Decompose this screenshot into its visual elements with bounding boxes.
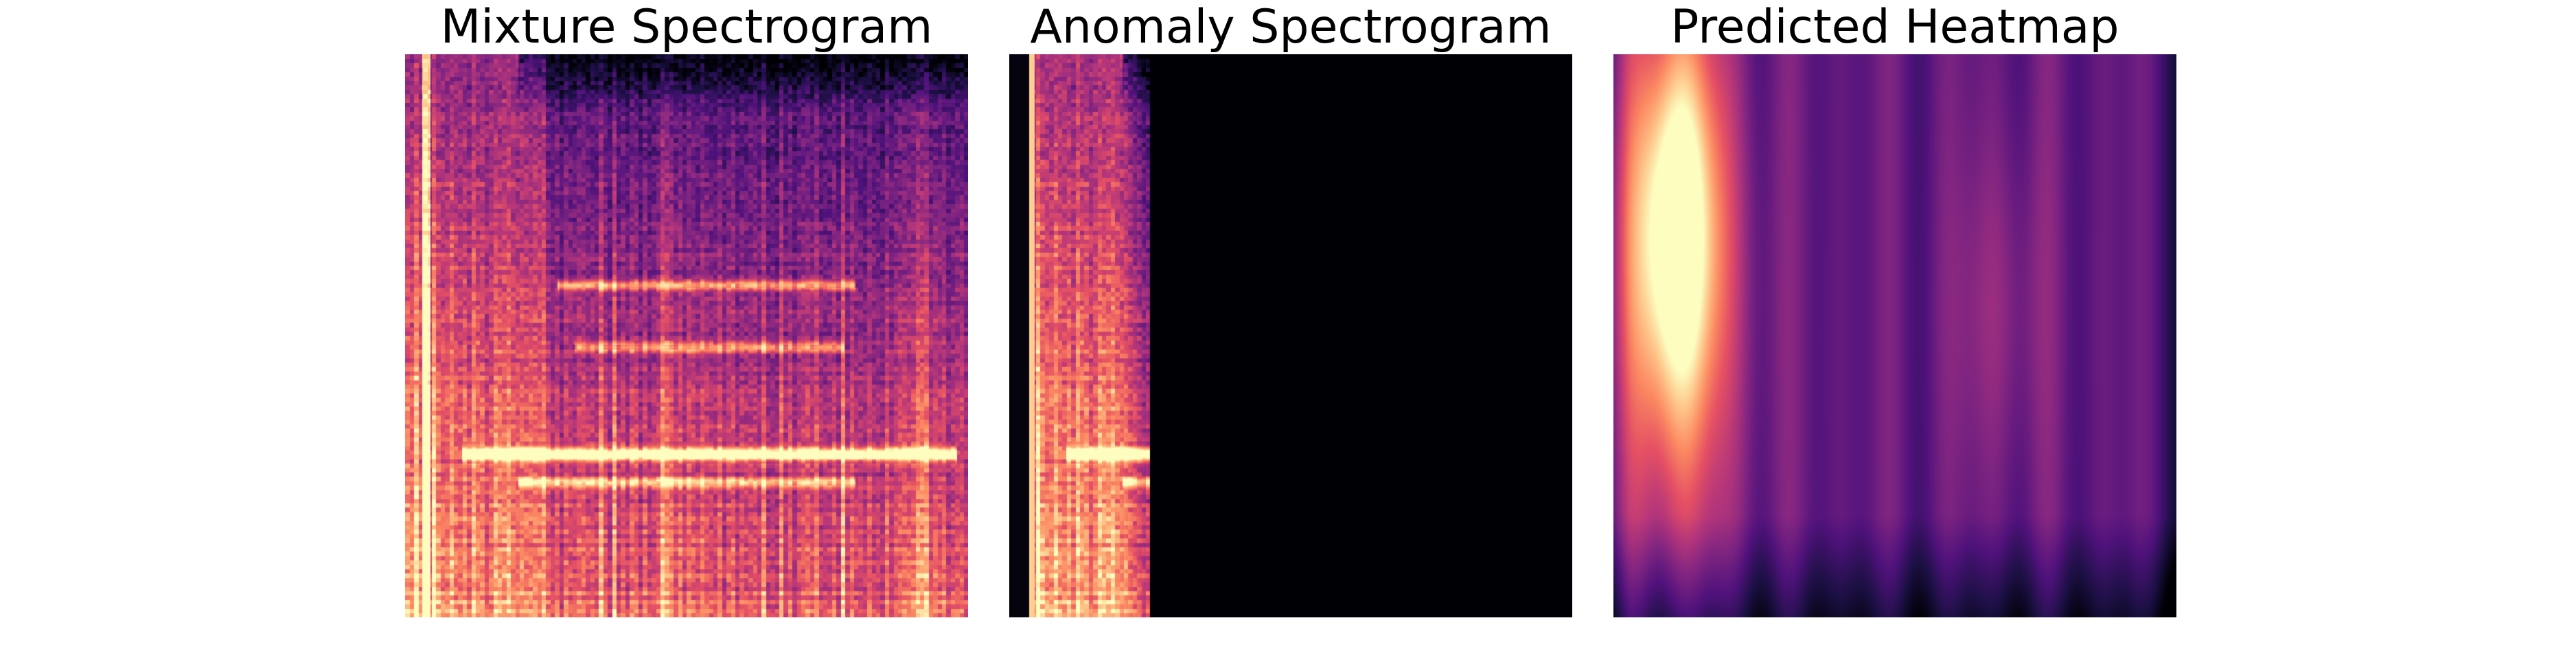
anomaly-spectrogram-heatmap: [1009, 54, 1572, 617]
anomaly-spectrogram-panel: Anomaly Spectrogram: [1009, 0, 1572, 662]
predicted-heatmap-title: Predicted Heatmap: [1670, 0, 2119, 54]
anomaly-spectrogram-title: Anomaly Spectrogram: [1030, 0, 1552, 54]
mixture-spectrogram-title: Mixture Spectrogram: [440, 0, 933, 54]
predicted-heatmap-image: [1613, 54, 2176, 617]
mixture-spectrogram-heatmap: [405, 54, 968, 617]
mixture-spectrogram-panel: Mixture Spectrogram: [405, 0, 968, 662]
predicted-heatmap-panel: Predicted Heatmap: [1613, 0, 2176, 662]
